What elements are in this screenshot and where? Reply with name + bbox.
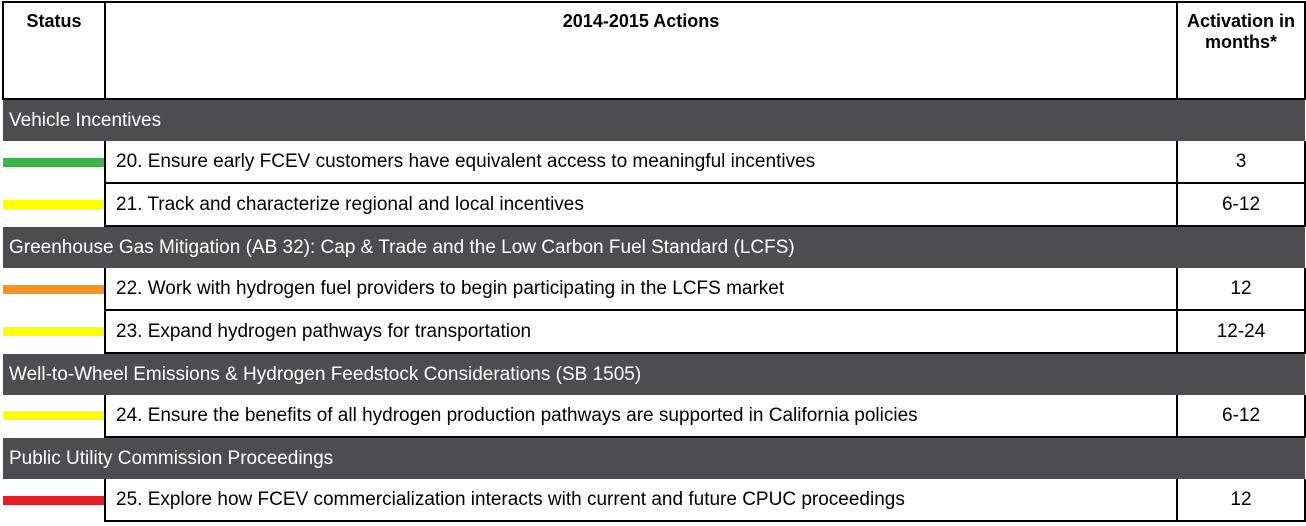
- status-bar: [3, 157, 104, 167]
- status-cell: [3, 479, 106, 521]
- action-text: 22. Work with hydrogen fuel providers to…: [105, 268, 1178, 311]
- section-row: Well-to-Wheel Emissions & Hydrogen Feeds…: [3, 352, 1305, 395]
- header-row: Status 2014-2015 Actions Activation in mon…: [2, 1, 1306, 100]
- status-bar: [3, 199, 104, 209]
- activation: 12: [1177, 268, 1306, 311]
- status-bar: [3, 284, 104, 294]
- action-row: 21. Track and characterize regional and …: [3, 183, 1306, 227]
- header-cell: 2014-2015 Actions: [104, 1, 1178, 100]
- action-text: 20. Ensure early FCEV customers have equ…: [105, 141, 1178, 184]
- section-row: Greenhouse Gas Mitigation (AB 32): Cap &…: [3, 225, 1305, 268]
- status-cell: [3, 141, 106, 183]
- activation: 6-12: [1177, 183, 1306, 227]
- status-cell: [3, 268, 106, 310]
- status-cell: [3, 183, 106, 226]
- action-text: 23. Expand hydrogen pathways for transpo…: [105, 310, 1178, 354]
- section-title: Well-to-Wheel Emissions & Hydrogen Feeds…: [3, 352, 1305, 395]
- action-row: 23. Expand hydrogen pathways for transpo…: [3, 310, 1306, 354]
- action-text: 21. Track and characterize regional and …: [105, 183, 1178, 227]
- section-title: Vehicle Incentives: [3, 98, 1305, 141]
- header-cell: Activation in months*: [1176, 1, 1306, 100]
- header-cell: Status: [2, 1, 106, 100]
- action-row: 22. Work with hydrogen fuel providers to…: [3, 268, 1306, 311]
- action-row: 25. Explore how FCEV commercialization i…: [3, 479, 1306, 522]
- action-text: 24. Ensure the benefits of all hydrogen …: [105, 395, 1178, 438]
- section-title: Greenhouse Gas Mitigation (AB 32): Cap &…: [3, 225, 1305, 268]
- action-row: 24. Ensure the benefits of all hydrogen …: [3, 395, 1306, 438]
- activation: 3: [1177, 141, 1306, 184]
- status-bar: [3, 495, 104, 505]
- action-text: 25. Explore how FCEV commercialization i…: [105, 479, 1178, 522]
- status-bar: [3, 411, 104, 421]
- section-row: Public Utility Commission Proceedings: [3, 436, 1305, 479]
- section-title: Public Utility Commission Proceedings: [3, 436, 1305, 479]
- status-bar: [3, 326, 104, 336]
- section-row: Vehicle Incentives: [3, 98, 1305, 141]
- activation: 12: [1177, 479, 1306, 522]
- action-row: 20. Ensure early FCEV customers have equ…: [3, 141, 1306, 184]
- status-cell: [3, 395, 106, 437]
- activation: 12-24: [1177, 310, 1306, 354]
- activation: 6-12: [1177, 395, 1306, 438]
- status-cell: [3, 310, 106, 353]
